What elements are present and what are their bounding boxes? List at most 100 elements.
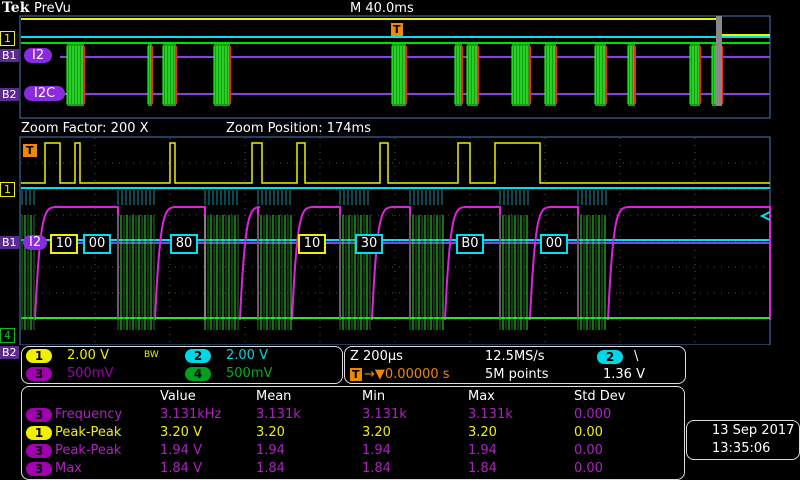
channel-panel [21,346,343,384]
measurement-value: 0.000 [574,407,612,422]
overview-packet-end [175,46,177,104]
decode-packet[interactable]: 30 [355,234,383,254]
overview-bus1-label: I2 [24,48,53,63]
overview-packet-end [699,46,701,104]
decode-packet[interactable]: 00 [540,234,568,254]
zoom-factor: Zoom Factor: 200 X [21,121,149,136]
zoom-ch3-trace [239,206,261,321]
overview-packet-end [529,46,531,104]
channel-4-scale: 500mV [226,366,273,381]
measurement-value: 1.94 [468,443,497,458]
zoom-ch3-trace [291,206,341,321]
overview-burst [690,44,700,106]
zoom-window-indicator[interactable] [716,16,722,106]
decode-packet[interactable]: 00 [83,234,111,254]
zoom-bus-label: I2 [23,235,48,250]
zoom-trigger-marker[interactable]: T [23,144,37,157]
zoom-ch4-marker[interactable]: 4 [0,328,15,343]
zoom-ch3-trace [34,206,119,321]
measurement-source-badge: 3 [26,462,52,476]
zoom-ch3-trace [154,206,206,321]
date: 13 Sep 2017 [712,423,795,438]
decode-packet[interactable]: B0 [456,234,484,254]
overview-packet-end [477,46,479,104]
measurement-value: 3.20 V [160,425,202,440]
trigger-level: 1.36 V [603,367,645,382]
measurement-value: 1.94 [362,443,391,458]
measurement-value: 1.84 V [160,461,202,476]
overview-packet-end [461,46,463,104]
zoom-ch3-trace [371,206,411,321]
measurement-value: 3.131k [362,407,407,422]
decode-packet[interactable]: 80 [170,234,198,254]
overview-packet-end [229,46,231,104]
zoom-scale: Z 200µs [350,349,403,364]
overview-packet-end [605,46,607,104]
decode-packet[interactable]: 10 [50,234,78,254]
zoom-b1-marker[interactable]: B1 [0,236,19,249]
overview-packet-end [151,46,153,104]
measurement-value: 0.00 [574,443,603,458]
timebase[interactable]: M 40.0ms [350,1,414,16]
overview-bus2-label: I2C [24,86,66,101]
measurement-column-header: Min [362,389,386,404]
overview-packet-end [405,46,407,104]
measurement-value: 3.131k [468,407,513,422]
measurement-value: 0.00 [574,461,603,476]
zoom-ch1-trace [21,142,770,184]
overview-ch1-marker[interactable]: 1 [0,31,15,46]
trigger-source-badge[interactable]: 2 [597,350,623,364]
channel-1-badge[interactable]: 1 [26,349,52,363]
brand-logo: Tek [2,0,30,16]
measurement-column-header: Max [468,389,495,404]
measurement-source-badge: 3 [26,444,52,458]
measurement-name: Peak-Peak [55,443,122,458]
zoom-ch3-trace [607,206,771,321]
trigger-position: →▼0.00000 s [364,367,450,382]
zoom-ch3-trace [444,206,501,321]
decode-packet[interactable]: 10 [298,234,326,254]
overview-packet-end [83,46,85,104]
trigger-icon: T [350,368,362,381]
measurement-column-header: Mean [256,389,292,404]
ch2-level-arrow [759,211,771,221]
overview-trigger-marker[interactable]: T [391,23,403,36]
overview-packet-end [555,46,557,104]
measurement-column-header: Value [160,389,196,404]
channel-2-badge[interactable]: 2 [185,349,211,363]
zoom-ch1-marker[interactable]: 1 [0,182,15,197]
bandwidth-limit-indicator: BW [144,350,159,360]
sample-rate: 12.5MS/s [485,349,545,364]
overview-burst [148,44,152,106]
trigger-position-value: 0.00000 s [384,367,450,382]
channel-1-scale: 2.00 V [67,348,109,363]
overview-b1-marker[interactable]: B1 [0,49,19,62]
horizontal-panel[interactable] [344,346,686,384]
channel-2-scale: 2.00 V [226,348,268,363]
measurement-name: Frequency [55,407,123,422]
zoom-b2-marker[interactable]: B2 [0,346,19,359]
measurement-value: 1.94 V [160,443,202,458]
measurement-source-badge: 3 [26,408,52,422]
trigger-slope: \ [634,349,639,364]
overview-frame [19,15,771,119]
overview-b2-marker[interactable]: B2 [0,88,19,101]
measurement-value: 1.84 [256,461,285,476]
overview-packet-end [634,46,636,104]
overview-burst [214,44,230,106]
measurement-value: 3.20 [468,425,497,440]
channel-3-badge[interactable]: 3 [26,367,52,381]
measurement-name: Max [55,461,82,476]
waveform-display[interactable] [0,0,800,345]
measurement-value: 1.94 [256,443,285,458]
measurement-column-header: Std Dev [574,389,626,404]
measurement-value: 1.84 [362,461,391,476]
measurement-value: 3.131kHz [160,407,222,422]
zoom-ch3-trace [529,206,579,321]
time: 13:35:06 [712,441,771,456]
zoom-position: Zoom Position: 174ms [226,121,371,136]
channel-4-badge[interactable]: 4 [185,367,211,381]
measurement-value: 1.84 [468,461,497,476]
acquisition-mode: PreVu [34,1,71,16]
channel-3-scale: 500mV [67,366,114,381]
